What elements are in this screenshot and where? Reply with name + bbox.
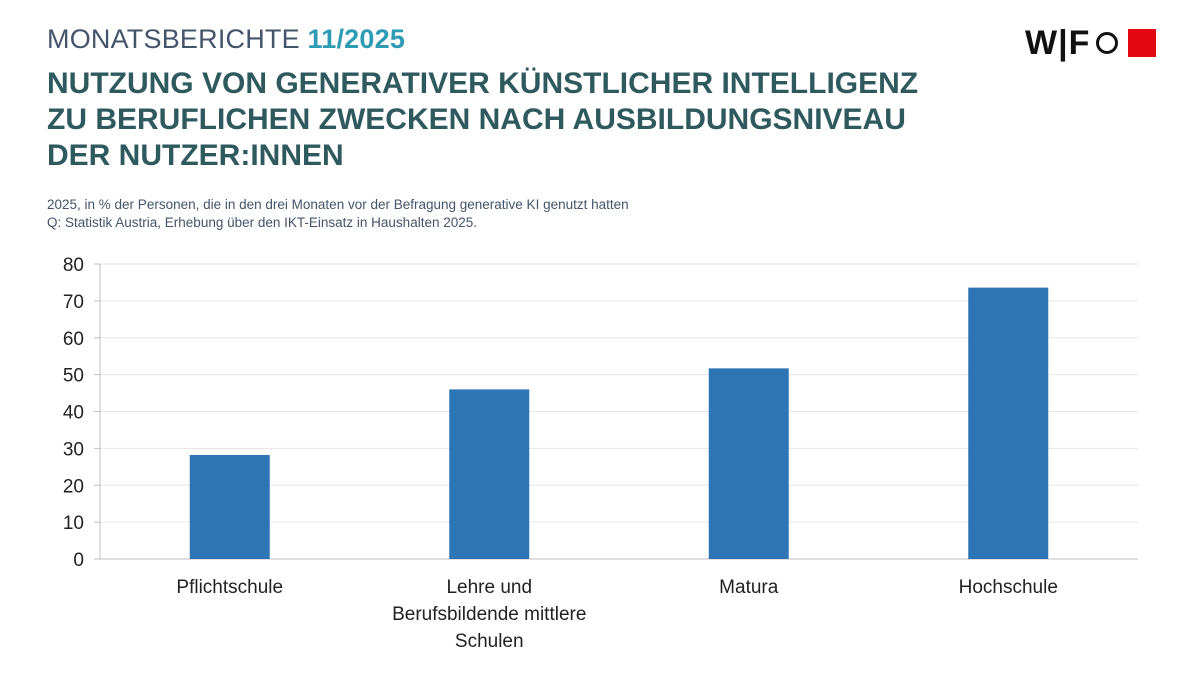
chart-title-line-2: ZU BERUFLICHEN ZWECKEN NACH AUSBILDUNGSN… (47, 103, 906, 136)
x-category-label-line: Hochschule (959, 577, 1058, 598)
y-tick-label: 40 (63, 403, 84, 424)
y-tick-label: 80 (63, 255, 84, 276)
y-tick-label: 20 (63, 476, 84, 497)
bar-2 (708, 368, 789, 559)
wifo-logo: W|F (1025, 26, 1171, 60)
x-category-label-line: Pflichtschule (176, 577, 283, 598)
x-category-label: Pflichtschule (176, 577, 283, 598)
bar-0 (189, 455, 270, 559)
y-tick-label: 70 (63, 292, 84, 313)
report-issue: 11/2025 (307, 24, 406, 54)
y-tick-labels: 0 10 20 30 40 50 60 70 80 (63, 255, 84, 571)
report-series-name: MONATSBERICHTE (47, 24, 300, 54)
chart-title-line-3: DER NUTZER:INNEN (47, 139, 344, 172)
y-tick-label: 30 (63, 439, 84, 460)
axes (94, 263, 1138, 560)
x-category-label-line: Lehre und (446, 577, 532, 598)
x-category-label-line: Schulen (455, 631, 524, 652)
bar-3 (968, 287, 1049, 559)
logo-square-icon (1128, 29, 1157, 57)
chart-subtitle: 2025, in % der Personen, die in den drei… (47, 197, 629, 212)
x-category-label: Matura (719, 577, 779, 598)
report-header: MONATSBERICHTE 11/2025 (47, 24, 405, 55)
chart-title-line-1: NUTZUNG VON GENERATIVER KÜNSTLICHER INTE… (47, 67, 919, 100)
y-tick-label: 0 (73, 550, 84, 571)
x-category-label-line: Berufsbildende mittlere (392, 604, 586, 625)
x-category-label: Hochschule (959, 577, 1058, 598)
y-tick-label: 50 (63, 366, 84, 387)
logo-text: W|F (1025, 24, 1091, 62)
chart-notes: 2025, in % der Personen, die in den drei… (47, 196, 629, 232)
y-tick-label: 60 (63, 329, 84, 350)
bar-1 (449, 389, 530, 559)
gridlines (100, 263, 1138, 523)
chart-title: NUTZUNG VON GENERATIVER KÜNSTLICHER INTE… (47, 66, 1007, 174)
logo-circle-icon (1096, 32, 1119, 54)
bars (189, 287, 1049, 559)
x-category-label: Lehre und Berufsbildende mittlere Schulen (392, 577, 586, 652)
x-category-label-line: Matura (719, 577, 779, 598)
x-category-labels: Pflichtschule Lehre und Berufsbildende mit… (176, 577, 1057, 652)
chart-source: Q: Statistik Austria, Erhebung über den … (47, 215, 477, 230)
y-tick-label: 10 (63, 513, 84, 534)
